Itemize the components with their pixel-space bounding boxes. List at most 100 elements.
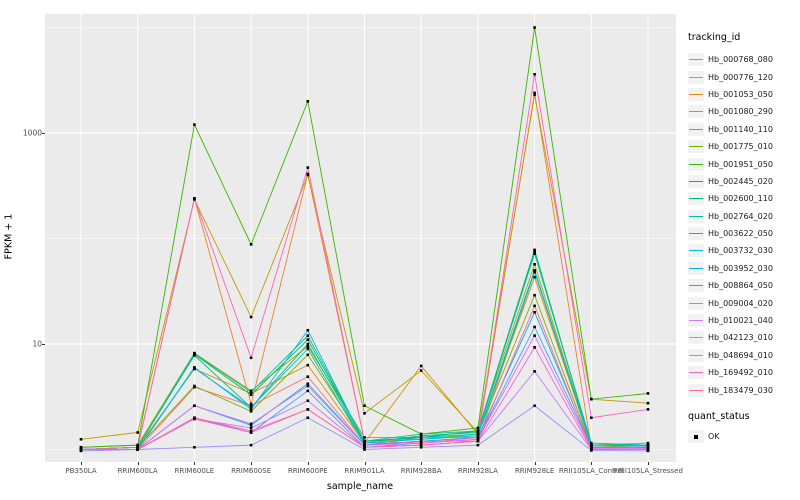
legend-label: Hb_003952_030 xyxy=(708,263,773,273)
legend-label: Hb_000768_080 xyxy=(708,55,773,65)
data-point xyxy=(249,392,253,395)
data-point xyxy=(363,448,366,451)
data-point xyxy=(533,275,536,279)
data-point xyxy=(249,422,253,426)
x-tick-mark xyxy=(194,462,196,465)
data-point xyxy=(533,310,536,314)
legend-label: Hb_003622_050 xyxy=(708,229,773,239)
legend-item-Hb_169492_010: Hb_169492_010 xyxy=(688,364,798,381)
data-point xyxy=(646,408,650,411)
data-point xyxy=(193,404,196,408)
data-point xyxy=(533,325,536,329)
quant-status-label: OK xyxy=(708,432,720,441)
data-point xyxy=(249,402,253,406)
legend-label: Hb_009004_020 xyxy=(708,298,773,308)
legend-label: Hb_048694_010 xyxy=(708,350,773,360)
data-point xyxy=(306,363,310,367)
data-point xyxy=(136,443,139,447)
legend-label: Hb_001951_050 xyxy=(708,159,773,169)
data-point xyxy=(249,431,253,434)
data-point xyxy=(306,334,310,337)
data-point xyxy=(363,443,366,447)
legend-label: Hb_183479_030 xyxy=(708,385,773,395)
data-point xyxy=(193,352,196,355)
data-point xyxy=(306,389,310,393)
data-point xyxy=(363,404,366,408)
x-tick-label-PB350LA: PB350LA xyxy=(65,467,97,475)
data-point xyxy=(306,173,310,177)
data-point xyxy=(306,416,310,420)
data-point xyxy=(306,382,310,386)
legend-label: Hb_001053_050 xyxy=(708,89,773,99)
data-point xyxy=(419,369,423,372)
x-tick-mark xyxy=(251,462,253,465)
y-axis-title: FPKM + 1 xyxy=(3,213,15,260)
x-tick-mark xyxy=(591,462,593,465)
data-point xyxy=(363,445,366,449)
x-tick-mark xyxy=(648,462,649,465)
data-point xyxy=(533,293,536,297)
data-point xyxy=(419,443,423,447)
data-point xyxy=(249,356,253,360)
data-point xyxy=(79,445,83,449)
legend-label: Hb_042123_010 xyxy=(708,333,773,343)
legend-key-swatch xyxy=(688,70,704,84)
plot-panel xyxy=(45,14,676,462)
x-tick-label-RRIM901LA: RRIM901LA xyxy=(344,467,385,475)
data-point xyxy=(79,437,83,441)
data-point xyxy=(249,410,253,413)
data-point xyxy=(306,99,310,103)
legend-label: Hb_002445_020 xyxy=(708,176,773,186)
legend-items: Hb_000768_080 Hb_000776_120 Hb_001053_050 H… xyxy=(688,51,798,399)
data-point xyxy=(590,416,593,420)
data-point xyxy=(476,434,480,438)
data-point xyxy=(476,432,480,436)
data-point xyxy=(306,328,310,332)
data-point xyxy=(590,448,593,451)
legend-key-swatch xyxy=(688,87,704,101)
legend-label: Hb_002764_020 xyxy=(708,211,773,221)
data-point xyxy=(533,91,536,95)
legend-key-swatch xyxy=(688,227,704,241)
data-point xyxy=(646,401,650,405)
data-point xyxy=(249,426,253,430)
legend-item-Hb_000776_120: Hb_000776_120 xyxy=(688,68,798,85)
data-point xyxy=(249,423,253,427)
data-point xyxy=(306,375,310,378)
data-point xyxy=(533,93,536,97)
y-tick-label: 10 xyxy=(32,339,42,349)
legend-key-swatch xyxy=(688,314,704,328)
data-point xyxy=(533,248,536,252)
black-square-marker-icon xyxy=(688,430,704,443)
data-point xyxy=(136,431,139,434)
data-point xyxy=(306,345,310,348)
legend-item-Hb_001053_050: Hb_001053_050 xyxy=(688,86,798,103)
legend-item-Hb_003732_030: Hb_003732_030 xyxy=(688,242,798,259)
data-point xyxy=(363,412,366,415)
data-point xyxy=(249,429,253,433)
legend-label: Hb_001140_110 xyxy=(708,124,773,134)
legend-key-swatch xyxy=(688,53,704,67)
data-point xyxy=(193,445,196,449)
x-tick-mark xyxy=(307,462,309,465)
data-point xyxy=(306,399,310,403)
legend-item-Hb_009004_020: Hb_009004_020 xyxy=(688,294,798,311)
data-point xyxy=(419,445,423,449)
data-point xyxy=(306,353,310,357)
data-point xyxy=(249,393,253,397)
legend-key-swatch xyxy=(688,348,704,362)
data-point xyxy=(306,347,310,351)
plot-canvas xyxy=(45,14,676,462)
legend-label: Hb_000776_120 xyxy=(708,72,773,82)
quant-status-items: OK xyxy=(688,428,798,445)
legend-key-swatch xyxy=(688,209,704,223)
data-point xyxy=(249,390,253,394)
legend-key-swatch xyxy=(688,383,704,397)
data-point xyxy=(419,432,423,436)
data-point xyxy=(419,437,423,441)
legend-item-Hb_002600_110: Hb_002600_110 xyxy=(688,190,798,207)
legend-item-Hb_003952_030: Hb_003952_030 xyxy=(688,260,798,277)
data-point xyxy=(533,346,536,349)
legend: tracking_id Hb_000768_080 Hb_000776_120 Hb… xyxy=(688,32,798,445)
